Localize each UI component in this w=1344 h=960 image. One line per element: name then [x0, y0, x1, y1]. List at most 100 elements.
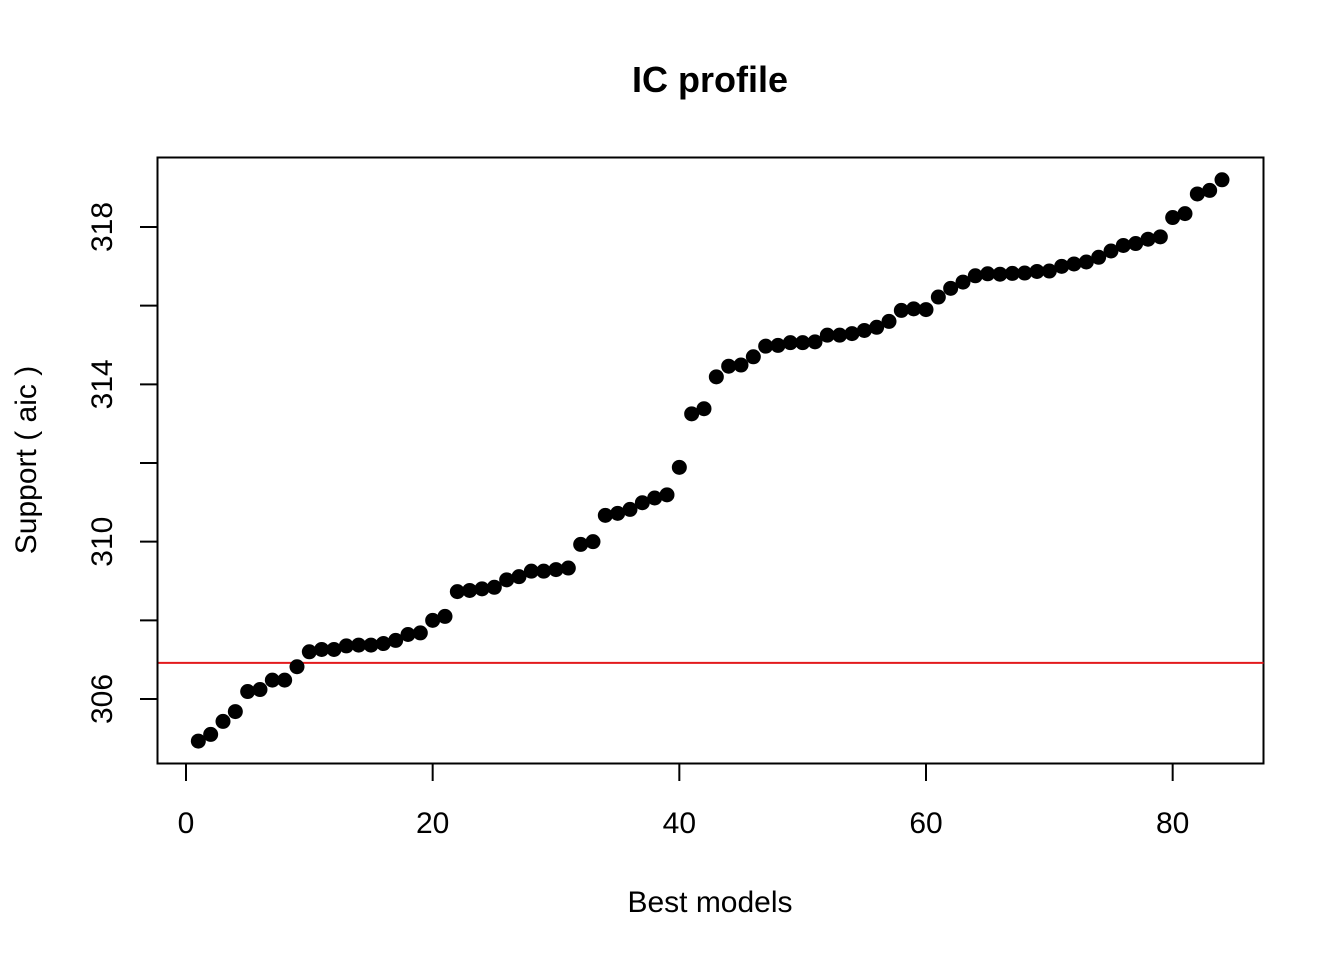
data-point — [930, 289, 946, 305]
data-point — [634, 495, 650, 511]
data-point — [338, 638, 354, 654]
data-point — [523, 563, 539, 579]
data-point — [1091, 249, 1107, 265]
data-point — [252, 682, 268, 698]
data-point — [1128, 236, 1144, 252]
y-axis: 306 310 314 318 — [86, 202, 159, 724]
data-point — [1202, 182, 1218, 198]
data-point — [264, 672, 280, 688]
data-point — [388, 632, 404, 648]
data-point — [289, 659, 305, 675]
data-point — [1140, 231, 1156, 247]
x-tick-label: 0 — [178, 807, 195, 840]
data-point — [1165, 210, 1181, 226]
data-point — [745, 349, 761, 365]
data-point — [943, 280, 959, 296]
data-point — [573, 536, 589, 552]
data-point — [277, 672, 293, 688]
y-axis-label: Support ( aic ) — [10, 366, 43, 554]
x-tick-label: 80 — [1156, 807, 1189, 840]
data-point — [425, 612, 441, 628]
data-point — [227, 704, 243, 720]
data-point — [1078, 254, 1094, 270]
x-tick-label: 40 — [663, 807, 696, 840]
data-point — [1152, 229, 1168, 245]
x-axis-label: Best models — [627, 886, 792, 919]
data-point — [733, 357, 749, 373]
data-point — [659, 487, 675, 503]
data-point — [1103, 243, 1119, 259]
data-point — [819, 327, 835, 343]
data-point — [449, 584, 465, 600]
data-point — [671, 459, 687, 475]
data-point — [1041, 263, 1057, 279]
x-tick-label: 20 — [416, 807, 449, 840]
data-point — [1054, 258, 1070, 274]
data-point — [1004, 265, 1020, 281]
data-point — [708, 369, 724, 385]
data-point — [400, 626, 416, 642]
data-point — [967, 268, 983, 284]
data-point — [1017, 265, 1033, 281]
data-point — [980, 266, 996, 282]
data-point — [906, 301, 922, 317]
data-point — [486, 579, 502, 595]
data-point — [869, 319, 885, 335]
data-point — [597, 507, 613, 523]
data-point — [203, 726, 219, 742]
plot-frame — [156, 156, 1265, 765]
y-tick-label: 314 — [86, 359, 119, 409]
data-point — [326, 641, 342, 657]
data-point — [412, 625, 428, 641]
data-point — [363, 637, 379, 653]
data-point — [511, 569, 527, 585]
data-point — [832, 327, 848, 343]
data-point — [190, 733, 206, 749]
x-tick-label: 60 — [909, 807, 942, 840]
data-points — [190, 172, 1230, 749]
data-point — [499, 572, 515, 588]
data-point — [1214, 172, 1230, 188]
data-point — [696, 401, 712, 417]
data-point — [684, 406, 700, 422]
data-point — [795, 335, 811, 351]
data-point — [610, 505, 626, 521]
data-point — [918, 302, 934, 318]
y-tick-label: 318 — [86, 202, 119, 252]
data-point — [301, 644, 317, 660]
data-point — [240, 684, 256, 700]
data-point — [314, 641, 330, 657]
data-point — [758, 338, 774, 354]
y-tick-label: 310 — [86, 517, 119, 567]
data-point — [1189, 186, 1205, 202]
x-axis: 0 20 40 60 80 — [178, 762, 1189, 840]
data-point — [1029, 263, 1045, 279]
data-point — [1177, 206, 1193, 222]
y-tick-label: 306 — [86, 674, 119, 724]
data-point — [807, 334, 823, 350]
data-point — [536, 563, 552, 579]
data-point — [782, 335, 798, 351]
data-point — [893, 302, 909, 318]
data-point — [856, 322, 872, 338]
data-point — [881, 313, 897, 329]
data-point — [955, 274, 971, 290]
chart-title: IC profile — [632, 59, 788, 100]
data-point — [770, 337, 786, 353]
data-point — [560, 560, 576, 576]
data-point — [721, 358, 737, 374]
data-point — [1066, 256, 1082, 272]
data-point — [548, 562, 564, 578]
data-point — [375, 636, 391, 652]
data-point — [585, 534, 601, 550]
data-point — [1115, 237, 1131, 253]
data-point — [474, 581, 490, 597]
data-point — [351, 637, 367, 653]
data-point — [462, 582, 478, 598]
data-point — [844, 326, 860, 342]
data-point — [992, 266, 1008, 282]
data-point — [647, 490, 663, 506]
data-point — [622, 501, 638, 517]
data-point — [215, 713, 231, 729]
